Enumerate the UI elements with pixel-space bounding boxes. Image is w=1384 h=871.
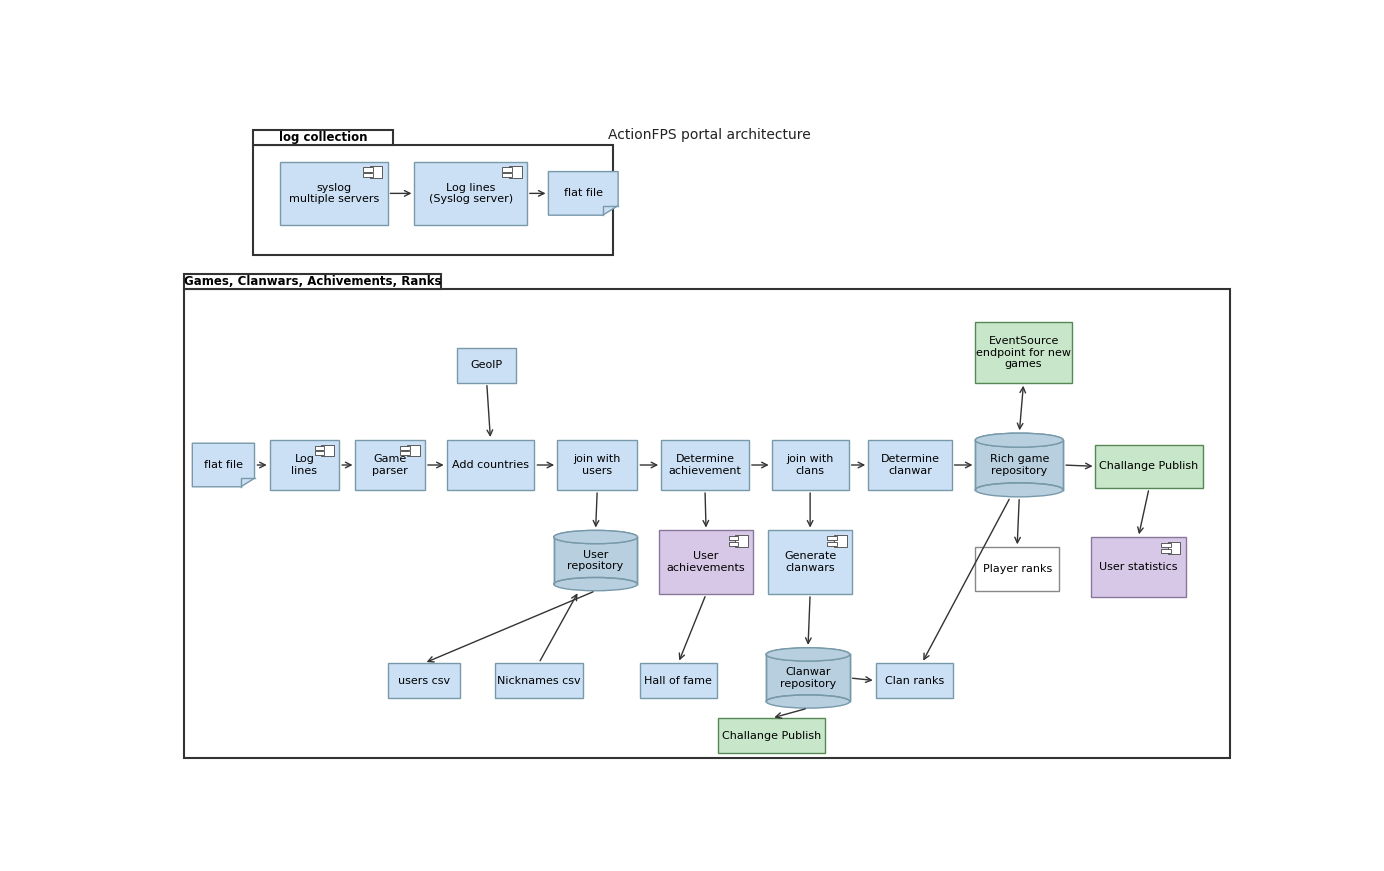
Text: Challange Publish: Challange Publish bbox=[722, 731, 821, 740]
Bar bbox=[728, 542, 738, 546]
Bar bbox=[400, 451, 410, 456]
Bar bbox=[253, 145, 613, 255]
Bar bbox=[363, 167, 372, 172]
Bar bbox=[1168, 542, 1181, 554]
Bar bbox=[314, 451, 324, 456]
Bar bbox=[728, 537, 738, 540]
Text: Generate
clanwars: Generate clanwars bbox=[783, 551, 836, 573]
Text: Log lines
(Syslog server): Log lines (Syslog server) bbox=[429, 183, 512, 204]
Bar bbox=[835, 535, 847, 547]
Text: log collection: log collection bbox=[280, 131, 367, 144]
Text: join with
users: join with users bbox=[573, 454, 621, 476]
Text: Determine
achievement: Determine achievement bbox=[668, 454, 742, 476]
Bar bbox=[388, 663, 461, 698]
Text: Game
parser: Game parser bbox=[372, 454, 408, 476]
Bar bbox=[184, 289, 1229, 759]
Ellipse shape bbox=[767, 695, 850, 708]
Text: Clan ranks: Clan ranks bbox=[884, 676, 944, 685]
Text: User statistics: User statistics bbox=[1099, 563, 1178, 572]
Bar bbox=[659, 530, 753, 594]
Bar bbox=[868, 440, 952, 490]
Text: Games, Clanwars, Achivements, Ranks: Games, Clanwars, Achivements, Ranks bbox=[184, 275, 441, 288]
Bar bbox=[356, 440, 425, 490]
Bar bbox=[771, 440, 848, 490]
Bar bbox=[363, 173, 372, 177]
Text: EventSource
endpoint for new
games: EventSource endpoint for new games bbox=[976, 336, 1071, 369]
Text: Player ranks: Player ranks bbox=[983, 564, 1052, 574]
Text: Clanwar
repository: Clanwar repository bbox=[779, 667, 836, 689]
Text: User
repository: User repository bbox=[567, 550, 624, 571]
Polygon shape bbox=[192, 443, 255, 487]
Text: users csv: users csv bbox=[399, 676, 450, 685]
Text: Determine
clanwar: Determine clanwar bbox=[880, 454, 940, 476]
Text: Add countries: Add countries bbox=[453, 460, 529, 470]
Text: join with
clans: join with clans bbox=[786, 454, 833, 476]
Ellipse shape bbox=[976, 433, 1063, 447]
Bar bbox=[414, 161, 527, 226]
Bar bbox=[768, 530, 853, 594]
Bar bbox=[495, 663, 583, 698]
Ellipse shape bbox=[554, 530, 638, 544]
Bar bbox=[447, 440, 534, 490]
Polygon shape bbox=[253, 130, 393, 145]
Bar bbox=[407, 445, 419, 456]
Bar bbox=[509, 166, 522, 179]
Ellipse shape bbox=[976, 483, 1063, 496]
Text: ActionFPS portal architecture: ActionFPS portal architecture bbox=[608, 128, 811, 142]
Bar bbox=[1161, 549, 1171, 553]
Bar bbox=[400, 446, 410, 449]
Ellipse shape bbox=[554, 530, 638, 544]
Text: Log
lines: Log lines bbox=[292, 454, 317, 476]
Bar bbox=[828, 542, 837, 546]
Bar bbox=[1091, 537, 1186, 598]
Bar bbox=[280, 161, 388, 226]
Bar bbox=[502, 167, 512, 172]
Bar bbox=[876, 663, 952, 698]
Text: flat file: flat file bbox=[563, 188, 603, 199]
Bar bbox=[718, 719, 825, 753]
Bar bbox=[554, 537, 638, 584]
Ellipse shape bbox=[767, 648, 850, 661]
Bar bbox=[1096, 444, 1203, 488]
Bar bbox=[321, 445, 334, 456]
Text: Nicknames csv: Nicknames csv bbox=[497, 676, 580, 685]
Bar bbox=[976, 440, 1063, 490]
Bar bbox=[639, 663, 717, 698]
Text: Hall of fame: Hall of fame bbox=[645, 676, 713, 685]
Ellipse shape bbox=[554, 577, 638, 591]
Bar bbox=[314, 446, 324, 449]
Text: flat file: flat file bbox=[203, 460, 244, 470]
Text: Rich game
repository: Rich game repository bbox=[990, 454, 1049, 476]
Text: GeolP: GeolP bbox=[471, 361, 502, 370]
Bar bbox=[828, 537, 837, 540]
Text: User
achievements: User achievements bbox=[667, 551, 746, 573]
Ellipse shape bbox=[976, 433, 1063, 447]
Bar bbox=[662, 440, 749, 490]
Bar bbox=[767, 654, 850, 701]
Bar bbox=[457, 348, 516, 383]
Bar bbox=[556, 440, 638, 490]
Ellipse shape bbox=[767, 648, 850, 661]
Bar bbox=[976, 547, 1059, 591]
Bar bbox=[735, 535, 747, 547]
Bar bbox=[502, 173, 512, 177]
Text: syslog
multiple servers: syslog multiple servers bbox=[289, 183, 379, 204]
Polygon shape bbox=[184, 274, 441, 289]
Bar bbox=[270, 440, 339, 490]
Text: Challange Publish: Challange Publish bbox=[1099, 462, 1199, 471]
Bar bbox=[370, 166, 382, 179]
Bar bbox=[976, 322, 1071, 383]
Polygon shape bbox=[548, 172, 619, 215]
Bar bbox=[1161, 543, 1171, 547]
